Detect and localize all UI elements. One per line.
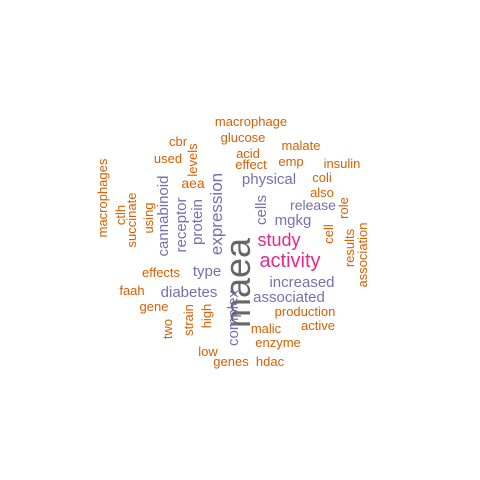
word-coli: coli — [312, 170, 332, 185]
word-maea: maea — [217, 237, 258, 328]
word-acid: acid — [236, 146, 260, 161]
word-macrophage: macrophage — [215, 114, 287, 129]
word-gene: gene — [140, 299, 169, 314]
word-hdac: hdac — [256, 354, 285, 369]
word-also: also — [310, 185, 334, 200]
word-production: production — [275, 304, 336, 319]
word-faah: faah — [119, 283, 144, 298]
word-physical: physical — [242, 171, 296, 188]
word-type: type — [193, 263, 221, 280]
word-effect: effect — [235, 157, 267, 172]
word-macrophages: macrophages — [95, 158, 110, 237]
word-two: two — [160, 319, 175, 339]
word-associated: associated — [253, 289, 325, 306]
word-ctlh: ctlh — [113, 205, 128, 225]
word-association: association — [355, 222, 370, 287]
word-effects: effects — [142, 265, 181, 280]
word-emp: emp — [278, 154, 303, 169]
word-high: high — [199, 304, 214, 329]
word-low: low — [198, 344, 218, 359]
word-activity: activity — [259, 250, 320, 272]
word-role: role — [336, 197, 351, 219]
word-succinate: succinate — [124, 193, 139, 248]
word-complex: complex — [225, 290, 242, 346]
word-cannabinoid: cannabinoid — [155, 176, 172, 257]
word-mgkg: mgkg — [275, 212, 312, 229]
word-used: used — [154, 151, 182, 166]
word-diabetes: diabetes — [161, 284, 218, 301]
word-receptor: receptor — [173, 197, 190, 252]
word-malate: malate — [281, 138, 320, 153]
word-increased: increased — [269, 274, 334, 291]
word-study: study — [257, 230, 300, 250]
word-aea: aea — [181, 175, 205, 191]
word-enzyme: enzyme — [255, 335, 301, 350]
word-cells: cells — [253, 195, 270, 225]
word-protein: protein — [189, 199, 206, 245]
word-strain: strain — [181, 304, 196, 336]
word-malic: malic — [251, 321, 282, 336]
word-results: results — [342, 228, 357, 267]
word-levels: levels — [185, 143, 200, 177]
word-cell: cell — [321, 224, 336, 244]
word-active: active — [301, 318, 335, 333]
word-insulin: insulin — [324, 156, 361, 171]
word-genes: genes — [213, 354, 249, 369]
word-glucose: glucose — [221, 130, 266, 145]
word-cbr: cbr — [169, 134, 188, 149]
word-using: using — [141, 202, 156, 233]
word-expression: expression — [207, 173, 226, 255]
word-release: release — [290, 197, 336, 213]
